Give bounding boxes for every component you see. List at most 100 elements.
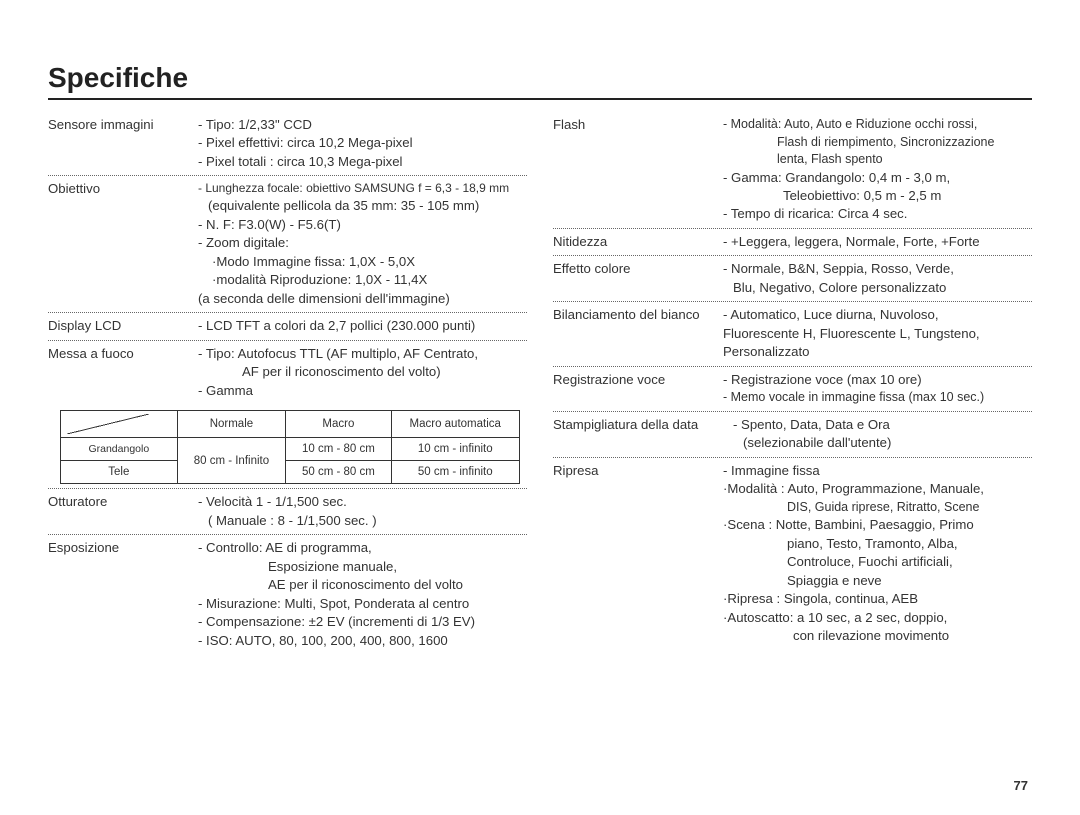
text: (selezionabile dall'utente)	[733, 434, 1032, 452]
value-nitidezza: - +Leggera, leggera, Normale, Forte, +Fo…	[723, 233, 1032, 251]
value-otturatore: - Velocità 1 - 1/1,500 sec. ( Manuale : …	[198, 493, 527, 530]
spec-display: Display LCD - LCD TFT a colori da 2,7 po…	[48, 315, 527, 340]
label-esposizione: Esposizione	[48, 539, 198, 650]
col-normale: Normale	[177, 411, 286, 438]
text: ·Modalità : Auto, Programmazione, Manual…	[723, 480, 1032, 498]
text: - Automatico, Luce diurna, Nuvoloso,	[723, 306, 1032, 324]
text: ·Scena : Notte, Bambini, Paesaggio, Prim…	[723, 516, 1032, 534]
label-data: Stampigliatura della data	[553, 416, 733, 453]
separator	[48, 488, 527, 489]
text: - Normale, B&N, Seppia, Rosso, Verde,	[723, 260, 1032, 278]
text: ·Autoscatto: a 10 sec, a 2 sec, doppio,	[723, 609, 1032, 627]
text: - Compensazione: ±2 EV (incrementi di 1/…	[198, 613, 527, 631]
text: - Tempo di ricarica: Circa 4 sec.	[723, 205, 1032, 223]
value-flash: - Modalità: Auto, Auto e Riduzione occhi…	[723, 116, 1032, 224]
label-bilanciamento: Bilanciamento del bianco	[553, 306, 723, 361]
text: Controluce, Fuochi artificiali,	[723, 553, 1032, 571]
text: Teleobiettivo: 0,5 m - 2,5 m	[723, 187, 1032, 205]
text: (a seconda delle dimensioni dell'immagin…	[198, 290, 527, 308]
text: - Zoom digitale:	[198, 234, 527, 252]
text: - Tipo: 1/2,33" CCD	[198, 116, 527, 134]
text: - LCD TFT a colori da 2,7 pollici (230.0…	[198, 317, 527, 335]
spec-sensore: Sensore immagini - Tipo: 1/2,33" CCD - P…	[48, 114, 527, 176]
text: AE per il riconoscimento del volto	[198, 576, 527, 594]
row-tele: Tele	[61, 461, 178, 484]
label-colore: Effetto colore	[553, 260, 723, 297]
text: ( Manuale : 8 - 1/1,500 sec. )	[198, 512, 527, 530]
value-esposizione: - Controllo: AE di programma, Esposizion…	[198, 539, 527, 650]
spec-nitidezza: Nitidezza - +Leggera, leggera, Normale, …	[553, 231, 1032, 256]
label-otturatore: Otturatore	[48, 493, 198, 530]
text: - Spento, Data, Data e Ora	[733, 416, 1032, 434]
text: - Immagine fissa	[723, 462, 1032, 480]
text: - Tipo: Autofocus TTL (AF multiplo, AF C…	[198, 345, 527, 363]
text: - Gamma	[198, 382, 527, 400]
text: - Pixel totali : circa 10,3 Mega-pixel	[198, 153, 527, 171]
left-column: Sensore immagini - Tipo: 1/2,33" CCD - P…	[48, 114, 527, 656]
text: - Controllo: AE di programma,	[198, 539, 527, 557]
label-sensore: Sensore immagini	[48, 116, 198, 171]
spec-voce: Registrazione voce - Registrazione voce …	[553, 369, 1032, 412]
spec-otturatore: Otturatore - Velocità 1 - 1/1,500 sec. (…	[48, 491, 527, 535]
text: - Lunghezza focale: obiettivo SAMSUNG f …	[198, 180, 527, 197]
value-data: - Spento, Data, Data e Ora (selezionabil…	[733, 416, 1032, 453]
focus-range-table: Normale Macro Macro automatica Grandango…	[60, 410, 520, 484]
label-flash: Flash	[553, 116, 723, 224]
spec-ripresa: Ripresa - Immagine fissa ·Modalità : Aut…	[553, 460, 1032, 650]
text: AF per il riconoscimento del volto)	[198, 363, 527, 381]
cell-auto2: 50 cm - infinito	[391, 461, 519, 484]
value-display: - LCD TFT a colori da 2,7 pollici (230.0…	[198, 317, 527, 335]
spec-bilanciamento: Bilanciamento del bianco - Automatico, L…	[553, 304, 1032, 366]
cell-macro1: 10 cm - 80 cm	[286, 438, 391, 461]
value-sensore: - Tipo: 1/2,33" CCD - Pixel effettivi: c…	[198, 116, 527, 171]
row-grandangolo: Grandangolo	[61, 438, 178, 461]
page-title: Specifiche	[48, 62, 1032, 100]
spec-columns: Sensore immagini - Tipo: 1/2,33" CCD - P…	[48, 114, 1032, 656]
text: Esposizione manuale,	[198, 558, 527, 576]
text: - Memo vocale in immagine fissa (max 10 …	[723, 389, 1032, 407]
label-obiettivo: Obiettivo	[48, 180, 198, 308]
text: - Velocità 1 - 1/1,500 sec.	[198, 493, 527, 511]
spec-data: Stampigliatura della data - Spento, Data…	[553, 414, 1032, 458]
cell-auto1: 10 cm - infinito	[391, 438, 519, 461]
value-ripresa: - Immagine fissa ·Modalità : Auto, Progr…	[723, 462, 1032, 646]
spec-esposizione: Esposizione - Controllo: AE di programma…	[48, 537, 527, 654]
spec-obiettivo: Obiettivo - Lunghezza focale: obiettivo …	[48, 178, 527, 313]
text: DIS, Guida riprese, Ritratto, Scene	[723, 499, 1032, 517]
text: (equivalente pellicola da 35 mm: 35 - 10…	[198, 197, 527, 215]
text: con rilevazione movimento	[723, 627, 1032, 645]
label-fuoco: Messa a fuoco	[48, 345, 198, 400]
text: - ISO: AUTO, 80, 100, 200, 400, 800, 160…	[198, 632, 527, 650]
value-colore: - Normale, B&N, Seppia, Rosso, Verde, Bl…	[723, 260, 1032, 297]
text: Personalizzato	[723, 343, 1032, 361]
text: Blu, Negativo, Colore personalizzato	[723, 279, 1032, 297]
value-bilanciamento: - Automatico, Luce diurna, Nuvoloso, Flu…	[723, 306, 1032, 361]
cell-normale: 80 cm - Infinito	[177, 438, 286, 484]
table-corner	[61, 411, 178, 438]
col-macro: Macro	[286, 411, 391, 438]
value-fuoco: - Tipo: Autofocus TTL (AF multiplo, AF C…	[198, 345, 527, 400]
col-macro-auto: Macro automatica	[391, 411, 519, 438]
page-number: 77	[1014, 778, 1028, 793]
label-display: Display LCD	[48, 317, 198, 335]
text: Flash di riempimento, Sincronizzazione	[723, 134, 1032, 152]
spec-colore: Effetto colore - Normale, B&N, Seppia, R…	[553, 258, 1032, 302]
spec-flash: Flash - Modalità: Auto, Auto e Riduzione…	[553, 114, 1032, 229]
text: - Pixel effettivi: circa 10,2 Mega-pixel	[198, 134, 527, 152]
right-column: Flash - Modalità: Auto, Auto e Riduzione…	[553, 114, 1032, 656]
value-obiettivo: - Lunghezza focale: obiettivo SAMSUNG f …	[198, 180, 527, 308]
text: ·modalità Riproduzione: 1,0X - 11,4X	[198, 271, 527, 289]
text: - +Leggera, leggera, Normale, Forte, +Fo…	[723, 233, 1032, 251]
text: Fluorescente H, Fluorescente L, Tungsten…	[723, 325, 1032, 343]
text: - Registrazione voce (max 10 ore)	[723, 371, 1032, 389]
spec-fuoco: Messa a fuoco - Tipo: Autofocus TTL (AF …	[48, 343, 527, 404]
cell-macro2: 50 cm - 80 cm	[286, 461, 391, 484]
text: ·Ripresa : Singola, continua, AEB	[723, 590, 1032, 608]
text: ·Modo Immagine fissa: 1,0X - 5,0X	[198, 253, 527, 271]
text: - Gamma: Grandangolo: 0,4 m - 3,0 m,	[723, 169, 1032, 187]
text: - Misurazione: Multi, Spot, Ponderata al…	[198, 595, 527, 613]
text: - Modalità: Auto, Auto e Riduzione occhi…	[723, 116, 1032, 134]
label-ripresa: Ripresa	[553, 462, 723, 646]
text: lenta, Flash spento	[723, 151, 1032, 169]
label-voce: Registrazione voce	[553, 371, 723, 407]
